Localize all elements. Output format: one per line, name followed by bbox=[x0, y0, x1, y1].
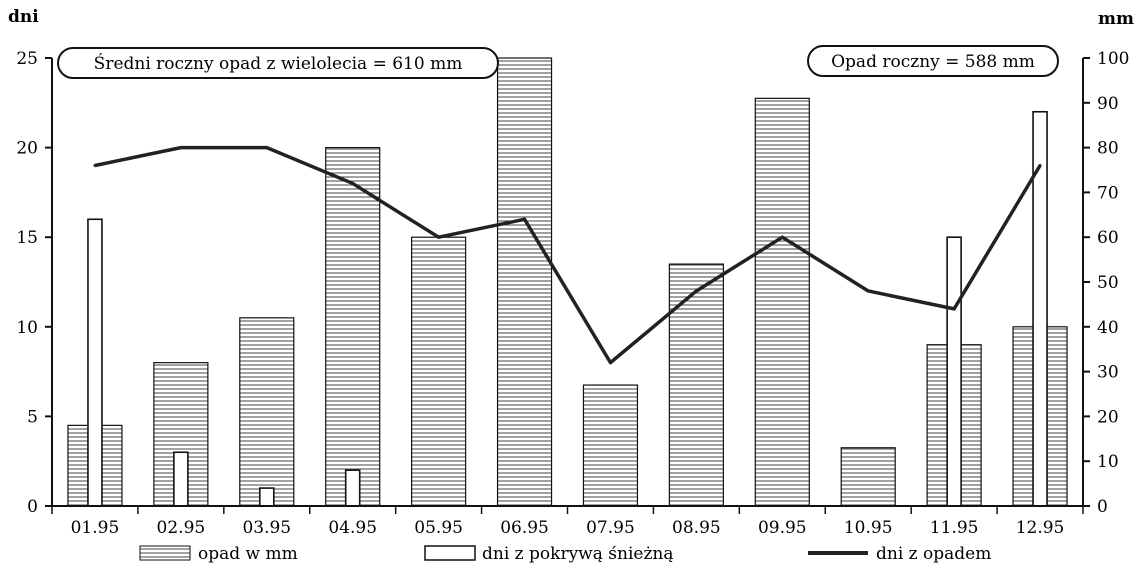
legend-label-precip-days: dni z opadem bbox=[876, 544, 991, 564]
precip-day-point-02.95 bbox=[179, 146, 183, 150]
precip-bar-06.95 bbox=[496, 57, 553, 507]
x-tick-label: 05.95 bbox=[414, 518, 463, 538]
precip-day-point-07.95 bbox=[608, 361, 612, 365]
annotation-annual-text: Opad roczny = 588 mm bbox=[831, 52, 1035, 72]
x-tick-label: 09.95 bbox=[758, 518, 807, 538]
precip-day-series-line bbox=[94, 145, 1042, 365]
right-tick-label: 0 bbox=[1097, 497, 1108, 517]
snow-day-bar-03.95 bbox=[258, 487, 275, 507]
right-tick-label: 100 bbox=[1097, 49, 1129, 69]
precip-bar-10.95 bbox=[840, 447, 896, 507]
left-axis-ticks: 0 5 10 15 20 25 bbox=[16, 49, 52, 517]
x-tick-label: 03.95 bbox=[242, 518, 291, 538]
snow-day-bars bbox=[87, 110, 1048, 507]
snow-day-bar-02.95 bbox=[173, 451, 189, 507]
right-tick-label: 50 bbox=[1097, 273, 1119, 293]
x-tick-label: 11.95 bbox=[930, 518, 979, 538]
precip-day-point-04.95 bbox=[351, 181, 355, 185]
precip-day-line bbox=[93, 145, 1042, 365]
snow-day-bar-01.95 bbox=[87, 218, 103, 507]
precip-bar-03.95 bbox=[239, 317, 295, 507]
legend-label-snow-days: dni z pokrywą śnieżną bbox=[482, 544, 673, 564]
legend-swatch-snow-days bbox=[424, 545, 476, 561]
right-tick-label: 70 bbox=[1097, 183, 1119, 203]
x-tick-label: 06.95 bbox=[500, 518, 549, 538]
right-tick-label: 80 bbox=[1097, 139, 1119, 159]
right-tick-label: 90 bbox=[1097, 94, 1119, 114]
legend-swatch-precip-mm bbox=[139, 545, 191, 561]
left-axis-title: dni bbox=[8, 7, 39, 27]
snow-day-bar-11.95 bbox=[946, 236, 962, 507]
x-tick-label: 02.95 bbox=[157, 518, 206, 538]
precip-bar-04.95 bbox=[325, 147, 381, 507]
precip-day-point-09.95 bbox=[780, 235, 784, 239]
right-tick-label: 10 bbox=[1097, 452, 1119, 472]
precip-day-point-08.95 bbox=[694, 289, 698, 293]
legend-item-snow-days: dni z pokrywą śnieżną bbox=[424, 544, 673, 564]
annotation-annual: Opad roczny = 588 mm bbox=[807, 45, 1059, 77]
left-tick-label: 0 bbox=[27, 497, 38, 517]
legend-item-precip-mm: opad w mm bbox=[139, 544, 298, 564]
right-tick-label: 60 bbox=[1097, 228, 1119, 248]
precip-day-point-06.95 bbox=[523, 217, 527, 221]
precip-bars bbox=[67, 57, 1068, 507]
precip-day-point-03.95 bbox=[265, 146, 269, 150]
legend-label-precip-mm: opad w mm bbox=[198, 544, 298, 564]
x-tick-label: 12.95 bbox=[1016, 518, 1065, 538]
precip-day-point-11.95 bbox=[952, 307, 956, 311]
precip-bar-07.95 bbox=[582, 384, 639, 507]
left-tick-label: 10 bbox=[16, 318, 38, 338]
legend-item-precip-days: dni z opadem bbox=[808, 544, 991, 564]
right-tick-label: 40 bbox=[1097, 318, 1119, 338]
precip-day-point-12.95 bbox=[1038, 164, 1042, 168]
snow-day-bar-04.95 bbox=[344, 469, 361, 507]
right-tick-label: 20 bbox=[1097, 407, 1119, 427]
precip-bar-08.95 bbox=[668, 263, 724, 507]
precip-day-point-10.95 bbox=[866, 289, 870, 293]
precip-day-point-05.95 bbox=[437, 235, 441, 239]
annotation-long-term-text: Średni roczny opad z wielolecia = 610 mm bbox=[94, 53, 463, 74]
precip-bar-09.95 bbox=[754, 97, 810, 507]
right-axis-ticks: 0 10 20 30 40 50 60 70 80 90 100 bbox=[1083, 49, 1129, 517]
precip-bar-05.95 bbox=[411, 236, 467, 507]
x-axis-ticks: 01.95 02.95 03.95 04.95 05.95 06.95 07.95 08.95… bbox=[51, 506, 1084, 538]
x-tick-label: 01.95 bbox=[71, 518, 120, 538]
precip-day-point-01.95 bbox=[93, 164, 97, 168]
x-tick-label: 08.95 bbox=[672, 518, 721, 538]
x-tick-label: 10.95 bbox=[844, 518, 893, 538]
x-tick-label: 07.95 bbox=[586, 518, 635, 538]
legend: opad w mm dni z pokrywą śnieżną dni z op… bbox=[139, 544, 991, 564]
left-tick-label: 15 bbox=[16, 228, 38, 248]
annotation-long-term: Średni roczny opad z wielolecia = 610 mm bbox=[57, 47, 499, 79]
x-tick-label: 04.95 bbox=[328, 518, 377, 538]
right-axis-title: mm bbox=[1098, 9, 1134, 29]
left-tick-label: 5 bbox=[27, 407, 38, 427]
left-tick-label: 25 bbox=[16, 49, 38, 69]
right-tick-label: 30 bbox=[1097, 363, 1119, 383]
left-tick-label: 20 bbox=[16, 139, 38, 159]
